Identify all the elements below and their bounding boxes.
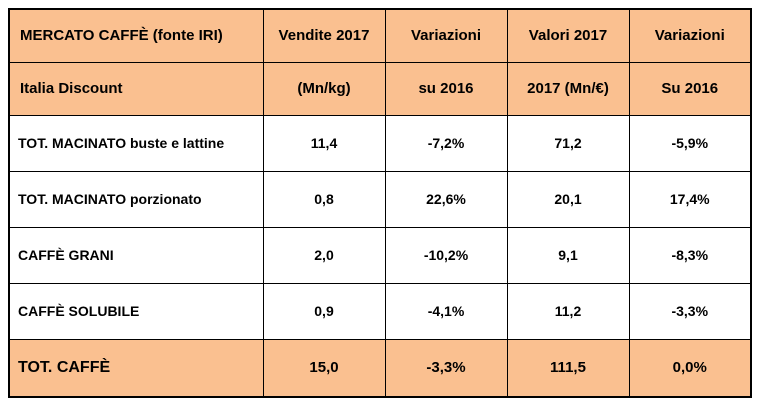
table-row-macinato-porzionato: TOT. MACINATO porzionato 0,8 22,6% 20,1 …	[8, 170, 752, 228]
col-unit-su-2016-vendite: su 2016	[384, 61, 508, 116]
row-label: CAFFÈ SOLUBILE	[8, 282, 264, 340]
table-title: MERCATO CAFFÈ (fonte IRI)	[8, 8, 264, 63]
cell-valori: 9,1	[506, 226, 630, 284]
total-cell-valori: 111,5	[506, 338, 630, 398]
cell-variazione-vendite: -10,2%	[384, 226, 508, 284]
cell-variazione-valori: -5,9%	[628, 114, 752, 172]
cell-variazione-vendite: -4,1%	[384, 282, 508, 340]
col-header-valori-2017: Valori 2017	[506, 8, 630, 63]
table-row-caffe-grani: CAFFÈ GRANI 2,0 -10,2% 9,1 -8,3%	[8, 226, 752, 284]
total-cell-variazione-valori: 0,0%	[628, 338, 752, 398]
table-row-macinato-buste-lattine: TOT. MACINATO buste e lattine 11,4 -7,2%…	[8, 114, 752, 172]
cell-valori: 71,2	[506, 114, 630, 172]
cell-variazione-vendite: 22,6%	[384, 170, 508, 228]
cell-vendite: 2,0	[262, 226, 386, 284]
table-row-total-caffe: TOT. CAFFÈ 15,0 -3,3% 111,5 0,0%	[8, 338, 752, 398]
table-row-caffe-solubile: CAFFÈ SOLUBILE 0,9 -4,1% 11,2 -3,3%	[8, 282, 752, 340]
row-label: TOT. MACINATO porzionato	[8, 170, 264, 228]
row-label: CAFFÈ GRANI	[8, 226, 264, 284]
col-unit-mn-kg: (Mn/kg)	[262, 61, 386, 116]
total-row-label: TOT. CAFFÈ	[8, 338, 264, 398]
cell-vendite: 11,4	[262, 114, 386, 172]
cell-variazione-valori: -8,3%	[628, 226, 752, 284]
col-header-variazioni-valori: Variazioni	[628, 8, 752, 63]
cell-variazione-valori: -3,3%	[628, 282, 752, 340]
row-label: TOT. MACINATO buste e lattine	[8, 114, 264, 172]
coffee-market-table: MERCATO CAFFÈ (fonte IRI) Vendite 2017 V…	[8, 8, 752, 398]
table-subtitle-italia-discount: Italia Discount	[8, 61, 264, 116]
cell-vendite: 0,9	[262, 282, 386, 340]
cell-variazione-vendite: -7,2%	[384, 114, 508, 172]
col-unit-su-2016-valori: Su 2016	[628, 61, 752, 116]
header-row-1: MERCATO CAFFÈ (fonte IRI) Vendite 2017 V…	[8, 8, 752, 63]
header-row-2: Italia Discount (Mn/kg) su 2016 2017 (Mn…	[8, 61, 752, 116]
cell-valori: 20,1	[506, 170, 630, 228]
total-cell-variazione-vendite: -3,3%	[384, 338, 508, 398]
col-header-vendite-2017: Vendite 2017	[262, 8, 386, 63]
cell-variazione-valori: 17,4%	[628, 170, 752, 228]
cell-vendite: 0,8	[262, 170, 386, 228]
col-unit-mn-eur: 2017 (Mn/€)	[506, 61, 630, 116]
col-header-variazioni-vendite: Variazioni	[384, 8, 508, 63]
cell-valori: 11,2	[506, 282, 630, 340]
total-cell-vendite: 15,0	[262, 338, 386, 398]
